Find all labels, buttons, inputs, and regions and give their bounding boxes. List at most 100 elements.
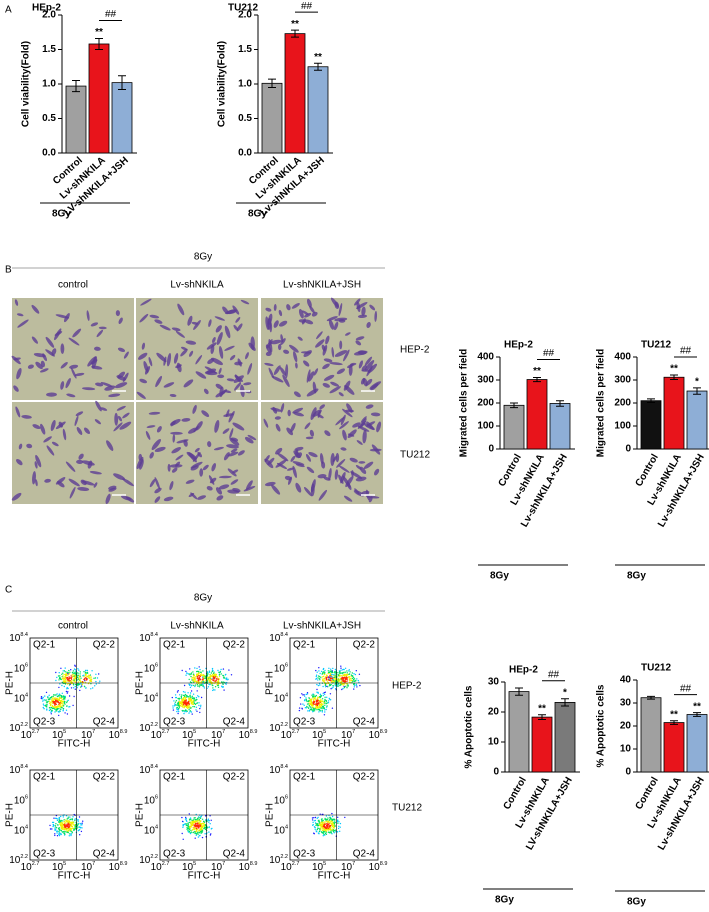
flow-dot [321, 710, 322, 711]
flow-dot [319, 822, 320, 823]
flow-dot [316, 675, 317, 676]
tick-base: 10 [239, 730, 251, 741]
flow-dot [56, 698, 57, 699]
flow-dot [324, 818, 325, 819]
flow-dot [196, 699, 197, 700]
flow-dot [43, 704, 44, 705]
flow-dot [57, 701, 58, 702]
flow-dot [79, 834, 80, 835]
flow-dot [354, 683, 355, 684]
flow-dot [332, 708, 333, 709]
flow-dot [340, 666, 341, 667]
flow-dot [70, 669, 71, 670]
flow-dot [326, 686, 327, 687]
flow-tick-label: 106 [14, 795, 28, 806]
flow-dot [338, 828, 339, 829]
flow-dot [344, 817, 345, 818]
flow-dot [324, 705, 325, 706]
flow-dot [324, 821, 325, 822]
flow-dot [55, 710, 56, 711]
flow-dot [58, 699, 59, 700]
flow-dot [186, 711, 187, 712]
y-tick-label: 400 [477, 352, 494, 363]
flow-dot [210, 833, 211, 834]
flow-dot [189, 831, 190, 832]
flow-dot [78, 683, 79, 684]
flow-dot [60, 833, 61, 834]
flow-dot [43, 697, 44, 698]
tick-base: 10 [9, 723, 21, 734]
flow-dot [308, 708, 309, 709]
flow-dot [341, 689, 342, 690]
flow-dot [201, 681, 202, 682]
flow-dot [198, 675, 199, 676]
flow-dot [191, 685, 192, 686]
flow-dot [317, 705, 318, 706]
flow-dot [318, 828, 319, 829]
flow-dot [179, 702, 180, 703]
flow-dot [332, 685, 333, 686]
flow-dot [199, 708, 200, 709]
flow-dot [59, 675, 60, 676]
y-axis-label: % Apoptotic cells [596, 684, 607, 767]
flow-dot [319, 684, 320, 685]
bar [687, 391, 707, 449]
flow-dot [348, 685, 349, 686]
flow-tick-label: 106 [144, 663, 158, 674]
flow-dot [353, 673, 354, 674]
row-label: HEP-2 [392, 681, 422, 692]
micrograph [12, 298, 134, 400]
flow-dot [95, 674, 96, 675]
flow-dot [327, 824, 328, 825]
flow-dot [318, 711, 319, 712]
flow-dot [93, 678, 94, 679]
flow-dot [183, 704, 184, 705]
flow-dot [313, 699, 314, 700]
flow-dot [310, 702, 311, 703]
flow-dot [178, 698, 179, 699]
flow-dot [335, 669, 336, 670]
flow-dot [322, 680, 323, 681]
flow-dot [68, 821, 69, 822]
flow-dot [193, 678, 194, 679]
flow-dot [66, 705, 67, 706]
flow-dot [332, 829, 333, 830]
flow-tick-label: 108.4 [269, 632, 288, 643]
chart-title: HEp-2 [509, 665, 538, 676]
flow-dot [186, 695, 187, 696]
tick-exponent: 5 [63, 861, 66, 867]
flow-dot [319, 710, 320, 711]
flow-dot [68, 670, 69, 671]
flow-dot [61, 674, 62, 675]
flow-dot [173, 700, 174, 701]
flow-dot [184, 692, 185, 693]
flow-dot [50, 709, 51, 710]
flow-dot [62, 675, 63, 676]
flow-dot [318, 667, 319, 668]
flow-dot [53, 694, 54, 695]
flow-dot [193, 694, 194, 695]
quadrant-label: Q2-1 [163, 640, 186, 651]
flow-dot [314, 833, 315, 834]
flow-dot [324, 711, 325, 712]
flow-dot [347, 679, 348, 680]
flow-dot [215, 680, 216, 681]
flow-dot [328, 668, 329, 669]
y-tick-label: 300 [477, 375, 494, 386]
flow-dot [58, 695, 59, 696]
flow-dot [54, 829, 55, 830]
flow-dot [90, 678, 91, 679]
bar [285, 34, 305, 153]
flow-dot [88, 675, 89, 676]
flow-dot [51, 713, 52, 714]
flow-dot [84, 678, 85, 679]
flow-dot [68, 700, 69, 701]
tick-base: 10 [281, 862, 293, 873]
tick-base: 10 [109, 862, 121, 873]
flow-dot [319, 678, 320, 679]
flow-dot [59, 817, 60, 818]
tick-exponent: 4 [25, 825, 28, 831]
y-tick-label: 0.5 [238, 113, 252, 124]
flow-dot [313, 703, 314, 704]
flow-dot [225, 684, 226, 685]
